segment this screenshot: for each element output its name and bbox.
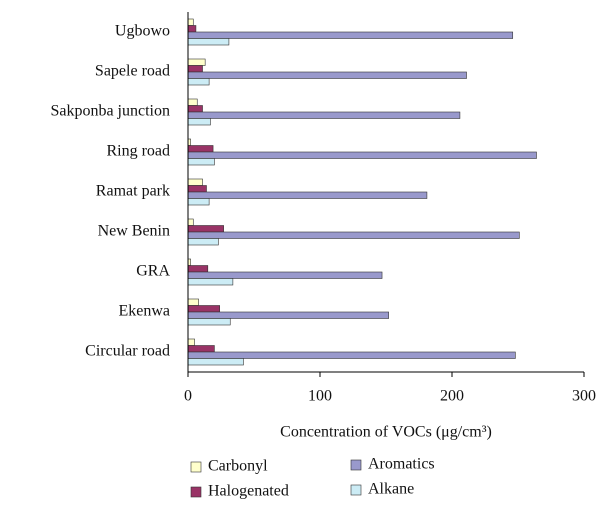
legend-label: Carbonyl (208, 458, 268, 475)
bar (187, 58, 206, 66)
bar (187, 158, 215, 166)
bar (187, 25, 197, 33)
bar (187, 151, 537, 159)
legend-label: Alkane (368, 481, 414, 498)
bar (187, 65, 203, 73)
bar (187, 18, 194, 26)
y-tick-label: Circular road (85, 343, 170, 360)
y-tick-label: Sapele road (95, 63, 170, 80)
bar (187, 185, 207, 193)
bar (187, 298, 199, 306)
bar (187, 265, 209, 273)
bar (187, 278, 234, 286)
bar (187, 78, 210, 86)
y-tick-label: Sakponba junction (50, 103, 170, 120)
bar (187, 145, 214, 153)
legend-swatch (190, 461, 202, 473)
legend-label: Aromatics (368, 456, 435, 473)
bar (187, 351, 516, 359)
bar (187, 218, 194, 226)
bar (187, 358, 244, 366)
y-tick-label: Ring road (106, 143, 170, 160)
bar (187, 31, 514, 39)
bar (187, 225, 224, 233)
bar (187, 191, 428, 199)
legend-label: Halogenated (208, 483, 289, 500)
x-tick-label: 100 (308, 388, 332, 405)
bar (187, 318, 231, 326)
y-tick-label: Ekenwa (118, 303, 170, 320)
bar (187, 338, 195, 346)
x-tick-label: 0 (184, 388, 192, 405)
bar (187, 305, 220, 313)
legend-swatch (350, 459, 362, 471)
y-tick-label: New Benin (98, 223, 170, 240)
bar (187, 231, 520, 239)
bar (187, 38, 230, 46)
legend-swatch (350, 484, 362, 496)
bar (187, 105, 203, 113)
x-axis-label: Concentration of VOCs (μg/cm³) (280, 424, 492, 441)
bar (187, 98, 198, 106)
legend-swatch (190, 486, 202, 498)
y-tick-label: Ramat park (96, 183, 170, 200)
bar (187, 345, 215, 353)
bar (187, 271, 383, 279)
x-tick-label: 200 (440, 388, 464, 405)
bar (187, 178, 203, 186)
bar (187, 198, 210, 206)
bar (187, 71, 467, 79)
bar (187, 111, 461, 119)
bar (187, 118, 211, 126)
y-tick-label: GRA (136, 263, 170, 280)
x-tick-label: 300 (572, 388, 596, 405)
y-tick-label: Ugbowo (115, 23, 170, 40)
bar (187, 238, 219, 246)
bar (187, 311, 389, 319)
